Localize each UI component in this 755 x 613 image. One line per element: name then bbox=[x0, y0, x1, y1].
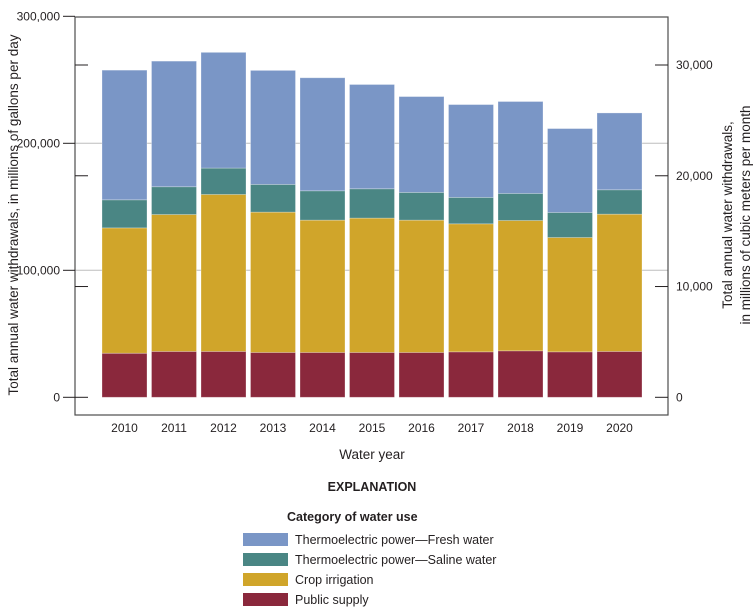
bar-segment-thermoelectric-power-saline-water bbox=[349, 188, 395, 219]
bar-segment-crop-irrigation bbox=[101, 227, 148, 354]
bar-segment-thermoelectric-power-fresh-water bbox=[200, 51, 247, 169]
bar-segment-crop-irrigation bbox=[497, 220, 544, 352]
bar-segment-crop-irrigation bbox=[547, 237, 593, 353]
legend: Thermoelectric power—Fresh water Thermoel… bbox=[243, 533, 496, 607]
bar-segment-public-supply bbox=[596, 351, 643, 398]
bar-segment-thermoelectric-power-saline-water bbox=[151, 186, 197, 215]
legend-label: Crop irrigation bbox=[295, 573, 374, 587]
legend-label: Public supply bbox=[295, 593, 369, 607]
x-tick-label: 2018 bbox=[507, 421, 534, 435]
bar-segment-public-supply bbox=[250, 352, 296, 398]
bar-segment-crop-irrigation bbox=[398, 219, 445, 353]
bar-segment-thermoelectric-power-fresh-water bbox=[349, 84, 395, 190]
legend-swatch bbox=[243, 553, 288, 566]
x-tick-label: 2010 bbox=[111, 421, 138, 435]
bar-segment-thermoelectric-power-saline-water bbox=[250, 184, 296, 213]
bar-segment-public-supply bbox=[547, 351, 593, 398]
bar-segment-crop-irrigation bbox=[349, 217, 395, 353]
x-tick-label: 2011 bbox=[161, 421, 187, 435]
x-axis-title: Water year bbox=[339, 447, 405, 462]
legend-heading: EXPLANATION bbox=[328, 480, 417, 494]
legend-swatch bbox=[243, 533, 288, 546]
bar-segment-crop-irrigation bbox=[596, 213, 643, 352]
bar-segment-public-supply bbox=[200, 351, 247, 398]
bar-segment-thermoelectric-power-fresh-water bbox=[101, 69, 148, 201]
bar-segment-crop-irrigation bbox=[151, 214, 197, 352]
legend-swatch bbox=[243, 593, 288, 606]
bar-segment-public-supply bbox=[448, 351, 494, 398]
x-tick-label: 2016 bbox=[408, 421, 435, 435]
x-tick-label: 2014 bbox=[309, 421, 336, 435]
legend-subtitle: Category of water use bbox=[287, 510, 418, 524]
bar-segment-thermoelectric-power-fresh-water bbox=[596, 112, 643, 191]
bar-segment-thermoelectric-power-saline-water bbox=[398, 192, 445, 221]
y-axis-right-title-line1: Total annual water withdrawals, bbox=[720, 121, 735, 309]
x-tick-label: 2013 bbox=[260, 421, 287, 435]
y-axis-title: Total annual water withdrawals, in milli… bbox=[6, 34, 21, 395]
bar-segment-thermoelectric-power-fresh-water bbox=[299, 77, 346, 192]
bar-segment-public-supply bbox=[151, 351, 197, 398]
bar-segment-public-supply bbox=[497, 350, 544, 398]
bar-segment-thermoelectric-power-saline-water bbox=[448, 197, 494, 225]
bar-segment-thermoelectric-power-fresh-water bbox=[497, 101, 544, 194]
legend-swatch bbox=[243, 573, 288, 586]
y-tick-label: 0 bbox=[53, 390, 60, 404]
y-right-tick-label: 30,000 bbox=[676, 58, 713, 72]
y-tick-label: 300,000 bbox=[17, 9, 61, 23]
bar-segment-crop-irrigation bbox=[200, 194, 247, 352]
legend-label: Thermoelectric power—Saline water bbox=[295, 553, 496, 567]
bar-segment-thermoelectric-power-saline-water bbox=[547, 212, 593, 238]
bar-segment-thermoelectric-power-fresh-water bbox=[250, 70, 296, 185]
bar-segment-thermoelectric-power-fresh-water bbox=[448, 104, 494, 198]
bar-segment-thermoelectric-power-fresh-water bbox=[151, 60, 197, 188]
x-tick-label: 2015 bbox=[359, 421, 386, 435]
bar-segment-thermoelectric-power-fresh-water bbox=[398, 96, 445, 193]
bar-segment-crop-irrigation bbox=[250, 211, 296, 353]
bar-segment-crop-irrigation bbox=[448, 223, 494, 353]
x-tick-label: 2017 bbox=[458, 421, 485, 435]
bar-segment-crop-irrigation bbox=[299, 219, 346, 353]
y-tick-label: 200,000 bbox=[17, 136, 61, 150]
x-tick-label: 2020 bbox=[606, 421, 633, 435]
bar-segment-thermoelectric-power-saline-water bbox=[299, 190, 346, 221]
bar-segment-thermoelectric-power-saline-water bbox=[596, 189, 643, 215]
x-tick-label: 2019 bbox=[557, 421, 584, 435]
bar-segment-public-supply bbox=[299, 352, 346, 398]
bar-segment-thermoelectric-power-saline-water bbox=[200, 167, 247, 195]
bar-segment-thermoelectric-power-fresh-water bbox=[547, 128, 593, 213]
legend-label: Thermoelectric power—Fresh water bbox=[295, 533, 494, 547]
bar-segment-public-supply bbox=[398, 352, 445, 398]
y-right-tick-label: 20,000 bbox=[676, 169, 713, 183]
bar-segment-thermoelectric-power-saline-water bbox=[497, 193, 544, 221]
y-right-tick-label: 10,000 bbox=[676, 280, 713, 294]
y-axis-right-title-line2: in millions of cubic meters per month bbox=[738, 105, 753, 324]
bar-segment-public-supply bbox=[349, 352, 395, 398]
y-right-tick-label: 0 bbox=[676, 390, 683, 404]
plot-frame bbox=[74, 16, 669, 416]
bar-segment-thermoelectric-power-saline-water bbox=[101, 199, 148, 229]
bar-segment-public-supply bbox=[101, 352, 148, 398]
y-tick-label: 100,000 bbox=[17, 263, 61, 277]
x-tick-label: 2012 bbox=[210, 421, 237, 435]
